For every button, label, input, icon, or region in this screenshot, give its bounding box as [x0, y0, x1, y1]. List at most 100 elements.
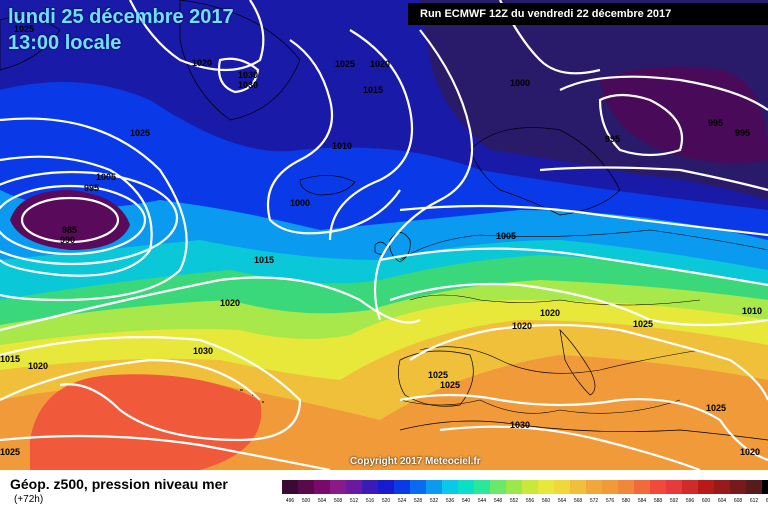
color-scale-bar [282, 480, 768, 494]
scale-swatch [538, 480, 554, 494]
scale-value: 524 [397, 498, 407, 504]
scale-swatch [714, 480, 730, 494]
isobar-label: 1030 [510, 420, 530, 430]
scale-swatch [602, 480, 618, 494]
color-scale-labels: 496 500 504 508 512 516 520 524 528 532 536 540 544 5… [282, 498, 768, 504]
scale-swatch [394, 480, 410, 494]
isobar-label: 1025 [335, 59, 355, 69]
scale-value: 496 [285, 498, 295, 504]
scale-value: 508 [333, 498, 343, 504]
scale-value: 556 [525, 498, 535, 504]
scale-value: 612 [749, 498, 759, 504]
scale-swatch [474, 480, 490, 494]
isobar-label: 1025 [0, 447, 20, 457]
isobar-label: 1020 [220, 298, 240, 308]
forecast-date: lundi 25 décembre 2017 [8, 6, 234, 28]
run-info-banner: Run ECMWF 12Z du vendredi 22 décembre 20… [408, 3, 768, 25]
scale-value: 564 [557, 498, 567, 504]
scale-value: 512 [349, 498, 359, 504]
isobar-label: 1025 [428, 370, 448, 380]
scale-swatch [618, 480, 634, 494]
isobar-label: 995 [605, 134, 620, 144]
forecast-time: 13:00 locale [8, 32, 122, 54]
scale-value: 580 [621, 498, 631, 504]
scale-swatch [570, 480, 586, 494]
isobar-label: 1025 [706, 403, 726, 413]
scale-value: 572 [589, 498, 599, 504]
scale-value: 520 [381, 498, 391, 504]
scale-value: 548 [493, 498, 503, 504]
scale-value: 544 [477, 498, 487, 504]
isobar-label: 1030 [238, 70, 258, 80]
scale-value: 604 [717, 498, 727, 504]
scale-swatch [346, 480, 362, 494]
scale-value: 532 [429, 498, 439, 504]
isobar-label: 1010 [742, 306, 762, 316]
isobar-label: 995 [708, 118, 723, 128]
land-greenland [179, 0, 301, 121]
scale-swatch [490, 480, 506, 494]
scale-value: 504 [317, 498, 327, 504]
scale-value: 568 [573, 498, 583, 504]
band-low-purple [10, 190, 130, 250]
isobar-label: 1020 [370, 59, 390, 69]
scale-swatch [506, 480, 522, 494]
scale-value: 500 [301, 498, 311, 504]
scale-swatch [410, 480, 426, 494]
scale-value: 576 [605, 498, 615, 504]
scale-swatch [330, 480, 346, 494]
scale-swatch [762, 480, 768, 494]
scale-value: 600 [701, 498, 711, 504]
scale-swatch [458, 480, 474, 494]
scale-value: 528 [413, 498, 423, 504]
isobar-label: 1025 [14, 24, 34, 34]
copyright-text: Copyright 2017 Meteociel.fr [350, 456, 481, 467]
scale-swatch [666, 480, 682, 494]
scale-swatch [522, 480, 538, 494]
scale-value: 552 [509, 498, 519, 504]
scale-swatch [282, 480, 298, 494]
scale-swatch [314, 480, 330, 494]
scale-swatch [426, 480, 442, 494]
scale-swatch [746, 480, 762, 494]
isobar-label: 995 [84, 183, 99, 193]
isobar-label: 1025 [440, 380, 460, 390]
isobar-label: 990 [60, 235, 75, 245]
land-canada [0, 16, 61, 71]
isobars [0, 0, 768, 470]
scale-swatch [634, 480, 650, 494]
band-red [30, 374, 262, 470]
isobar-label: 1020 [540, 308, 560, 318]
isobar-label: 1015 [0, 354, 20, 364]
scale-swatch [586, 480, 602, 494]
isobar-label: 1025 [633, 319, 653, 329]
land-scandinavia [469, 127, 621, 216]
isobar-label: 1005 [96, 172, 116, 182]
scale-swatch [730, 480, 746, 494]
isobar-label: 1000 [290, 198, 310, 208]
isobar-label: 1010 [332, 141, 352, 151]
land-africa [399, 420, 768, 441]
isobar-label: 1000 [510, 78, 530, 88]
isobar-label: 1020 [192, 58, 212, 68]
scale-swatch [378, 480, 394, 494]
scale-value: 536 [445, 498, 455, 504]
isobar-label: 1025 [130, 128, 150, 138]
scale-swatch [362, 480, 378, 494]
scale-value: 608 [733, 498, 743, 504]
isobar-label: 985 [62, 225, 77, 235]
scale-swatch [698, 480, 714, 494]
scale-value: 588 [653, 498, 663, 504]
land-iceland [299, 175, 356, 196]
scale-value: 616 [765, 498, 768, 504]
isobar-label: 1005 [496, 231, 516, 241]
scale-value: 516 [365, 498, 375, 504]
scale-value: 592 [669, 498, 679, 504]
land-italy [559, 328, 596, 396]
isobar-label: 1030 [238, 80, 258, 90]
scale-swatch [554, 480, 570, 494]
isobar-label: 1020 [28, 361, 48, 371]
scale-value: 584 [637, 498, 647, 504]
